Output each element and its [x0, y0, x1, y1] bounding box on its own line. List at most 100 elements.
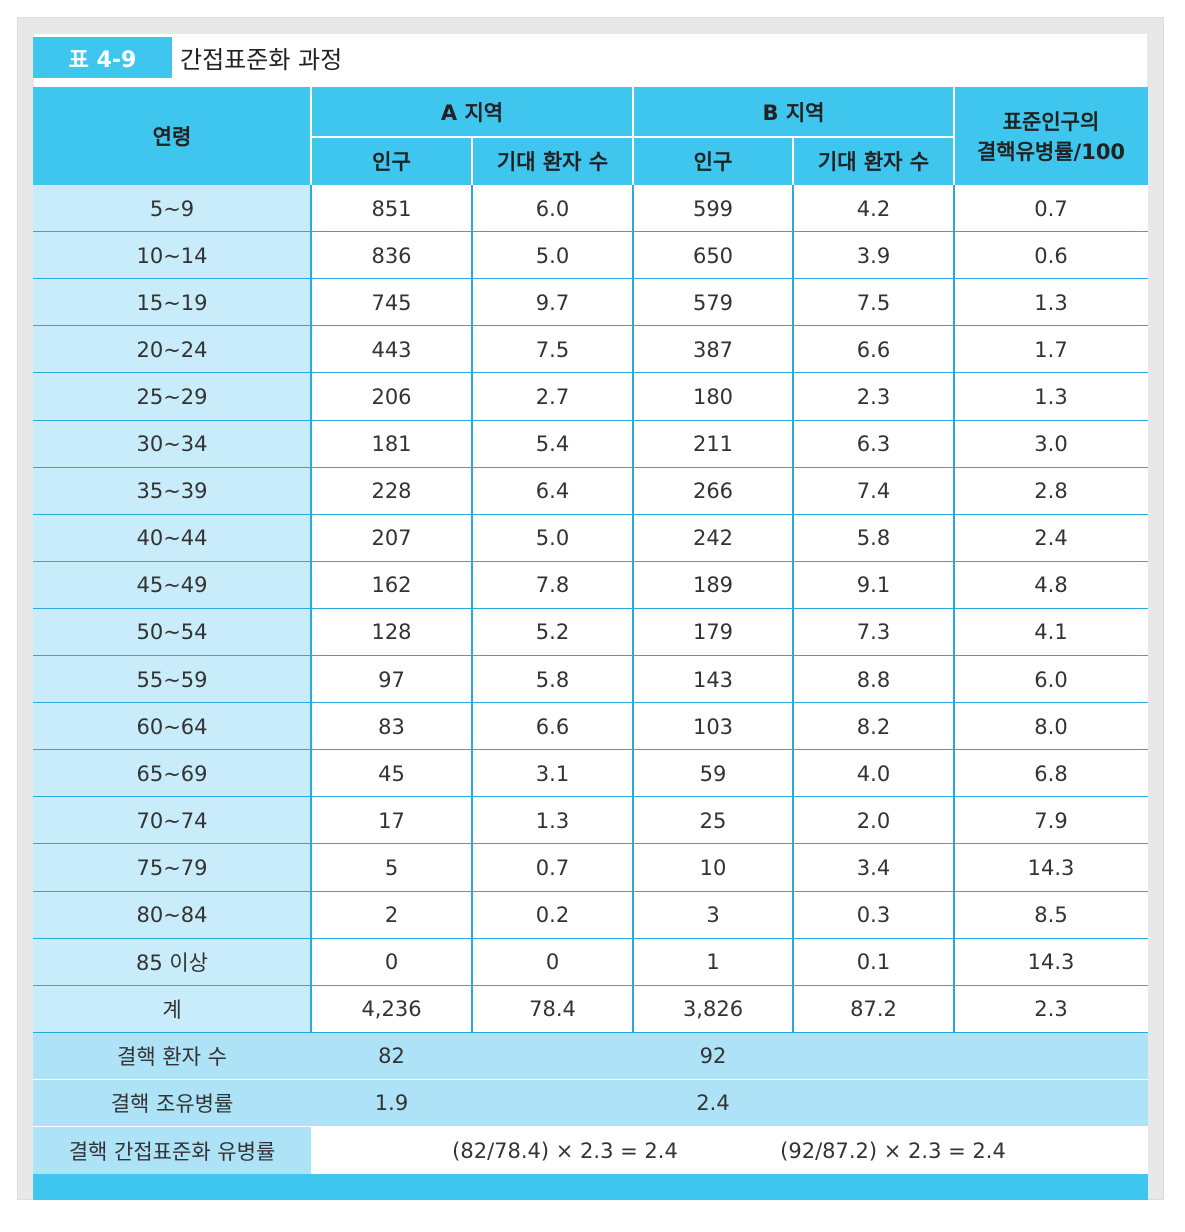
header-cell: 기대 환자 수 [793, 137, 954, 185]
table-cell: 70~74 [33, 797, 311, 845]
table-cell: 1.7 [954, 326, 1148, 374]
table-cell: 179 [633, 608, 793, 656]
rule [632, 185, 634, 1033]
table-cell: 7.4 [793, 467, 954, 515]
table-cell: 55~59 [33, 656, 311, 704]
table-cell: 579 [633, 279, 793, 327]
table-cell: 103 [633, 703, 793, 751]
table-cell: 3.4 [793, 844, 954, 892]
table-cell: 2.3 [793, 373, 954, 421]
summary-band [33, 1032, 1148, 1080]
table-cell: 5.8 [472, 656, 633, 704]
summary-value: 82 [378, 1044, 405, 1069]
table-cell: 162 [311, 561, 472, 609]
table-cell: 6.6 [793, 326, 954, 374]
header-cell: 표준인구의 결핵유병률/100 [954, 87, 1148, 185]
table-cell: 5.0 [472, 514, 633, 562]
table-cell: 45 [311, 750, 472, 798]
table-cell: 9.7 [472, 279, 633, 327]
table-cell: 5 [311, 844, 472, 892]
standardized-label: 결핵 간접표준화 유병률 [33, 1127, 311, 1175]
summary-value: 92 [699, 1044, 727, 1069]
table-cell: 5.4 [472, 420, 633, 468]
rule [792, 137, 794, 185]
table-cell: 8.5 [954, 891, 1148, 939]
table-cell: 2.8 [954, 467, 1148, 515]
table-cell: 35~39 [33, 467, 311, 515]
table-cell: 3 [633, 891, 793, 939]
table-cell: 836 [311, 232, 472, 280]
table-cell: 20~24 [33, 326, 311, 374]
table-cell: 6.3 [793, 420, 954, 468]
table-cell: 5.2 [472, 608, 633, 656]
table-cell: 59 [633, 750, 793, 798]
table-cell: 5.0 [472, 232, 633, 280]
table-cell: 87.2 [793, 985, 954, 1033]
table-cell: 3,826 [633, 985, 793, 1033]
table-cell: 387 [633, 326, 793, 374]
header-cell: A 지역 [311, 87, 633, 137]
table-cell: 266 [633, 467, 793, 515]
table-cell: 40~44 [33, 514, 311, 562]
table-cell: 8.0 [954, 703, 1148, 751]
table-cell: 181 [311, 420, 472, 468]
table-cell: 7.5 [793, 279, 954, 327]
table-cell: 4.0 [793, 750, 954, 798]
table-cell: 1.3 [472, 797, 633, 845]
table-cell: 2 [311, 891, 472, 939]
table-cell: 0.7 [954, 185, 1148, 233]
table-cell: 4.2 [793, 185, 954, 233]
rule [311, 136, 954, 138]
table-cell: 85 이상 [33, 938, 311, 986]
rule [953, 87, 955, 185]
table-cell: 1.3 [954, 373, 1148, 421]
bottom-bar [33, 1174, 1148, 1200]
summary-value: 2.4 [696, 1091, 730, 1116]
table-cell: 180 [633, 373, 793, 421]
table-cell: 2.3 [954, 985, 1148, 1033]
table-cell: 10 [633, 844, 793, 892]
table-cell: 3.0 [954, 420, 1148, 468]
table-cell: 30~34 [33, 420, 311, 468]
table-cell: 189 [633, 561, 793, 609]
table-cell: 14.3 [954, 844, 1148, 892]
table-cell: 15~19 [33, 279, 311, 327]
table-cell: 6.0 [472, 185, 633, 233]
table-cell: 4.1 [954, 608, 1148, 656]
table-cell: 4,236 [311, 985, 472, 1033]
table-cell: 3.9 [793, 232, 954, 280]
table-cell: 851 [311, 185, 472, 233]
table-cell: 78.4 [472, 985, 633, 1033]
table-cell: 228 [311, 467, 472, 515]
table-cell: 60~64 [33, 703, 311, 751]
table-cell: 1 [633, 938, 793, 986]
table-cell: 242 [633, 514, 793, 562]
table-cell: 0.1 [793, 938, 954, 986]
standardized-value: (92/87.2) × 2.3 = 2.4 [780, 1138, 1006, 1163]
rule [792, 185, 794, 1033]
table-cell: 206 [311, 373, 472, 421]
rule [471, 185, 473, 1033]
table-cell: 207 [311, 514, 472, 562]
table-cell: 0 [311, 938, 472, 986]
table-cell: 7.5 [472, 326, 633, 374]
table-cell: 0.2 [472, 891, 633, 939]
table-cell: 1.3 [954, 279, 1148, 327]
table-cell: 211 [633, 420, 793, 468]
table-cell: 8.8 [793, 656, 954, 704]
table-cell: 7.8 [472, 561, 633, 609]
table-cell: 650 [633, 232, 793, 280]
table-cell: 75~79 [33, 844, 311, 892]
table-cell: 2.7 [472, 373, 633, 421]
table-cell: 25 [633, 797, 793, 845]
table-cell: 8.2 [793, 703, 954, 751]
table-cell: 17 [311, 797, 472, 845]
table-cell: 0.7 [472, 844, 633, 892]
header-cell: B 지역 [633, 87, 954, 137]
summary-band [33, 1079, 1148, 1127]
table-cell: 599 [633, 185, 793, 233]
standardized-value: (82/78.4) × 2.3 = 2.4 [452, 1138, 678, 1163]
table-number: 표 4-9 [33, 37, 172, 78]
table-cell: 65~69 [33, 750, 311, 798]
